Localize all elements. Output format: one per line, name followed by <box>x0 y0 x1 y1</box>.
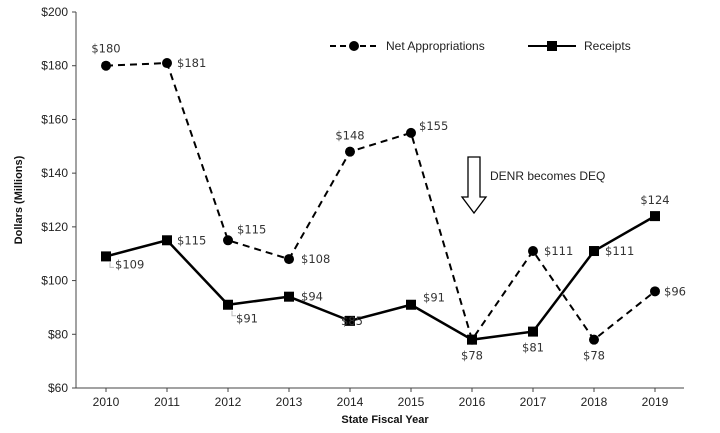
legend-marker <box>349 41 359 51</box>
y-tick-label: $200 <box>41 5 68 19</box>
data-point <box>650 286 660 297</box>
data-point <box>101 251 111 262</box>
data-label: $180 <box>91 42 120 56</box>
y-tick-label: $180 <box>41 59 68 73</box>
data-label: $124 <box>640 193 669 207</box>
x-tick-label: 2013 <box>276 395 303 409</box>
data-label: $78 <box>461 349 483 363</box>
data-point <box>345 146 355 157</box>
data-label: $109 <box>115 257 144 271</box>
data-point <box>345 315 355 326</box>
x-tick-label: 2010 <box>93 395 120 409</box>
data-label: $111 <box>605 244 634 258</box>
x-axis-title: State Fiscal Year <box>341 414 429 426</box>
x-tick-label: 2012 <box>215 395 242 409</box>
data-labels: $180 $181 $115 $108 $148 $155 $111 $78 $96 $109 $1… <box>91 42 686 363</box>
data-label: $155 <box>419 119 448 133</box>
data-point <box>406 127 416 138</box>
x-tick-label: 2017 <box>520 395 547 409</box>
x-tick-label: 2014 <box>337 395 364 409</box>
legend: Net Appropriations Receipts <box>330 39 631 53</box>
x-tick-label: 2016 <box>459 395 486 409</box>
data-label: $78 <box>583 349 605 363</box>
data-point <box>528 326 538 337</box>
data-label: $91 <box>423 291 445 305</box>
data-point <box>284 254 294 265</box>
y-tick-label: $140 <box>41 166 68 180</box>
data-label: $181 <box>177 56 206 70</box>
data-point <box>162 235 172 246</box>
axes: $60 $80 $100 $120 $140 $160 $180 $200 2010 2011 20… <box>13 5 684 426</box>
data-point <box>162 58 172 69</box>
annotation-text: DENR becomes DEQ <box>490 169 605 183</box>
data-label: $91 <box>236 312 258 326</box>
data-point <box>406 299 416 310</box>
data-label: $94 <box>301 290 323 304</box>
data-label: $115 <box>237 222 266 236</box>
x-tick-label: 2015 <box>398 395 425 409</box>
legend-label: Receipts <box>584 39 631 53</box>
y-tick-label: $60 <box>48 381 68 395</box>
y-tick-label: $100 <box>41 274 68 288</box>
data-point <box>467 334 477 345</box>
data-label: $111 <box>544 244 573 258</box>
series-line <box>105 215 656 341</box>
y-axis-title: Dollars (Millions) <box>13 155 25 244</box>
y-tick-label: $160 <box>41 112 68 126</box>
data-label: $96 <box>664 284 686 298</box>
legend-label: Net Appropriations <box>386 39 485 53</box>
annotation: DENR becomes DEQ <box>460 156 605 215</box>
data-label: $108 <box>301 252 330 266</box>
series-0 <box>101 58 660 345</box>
data-label: $85 <box>341 314 363 328</box>
data-point <box>223 235 233 246</box>
data-label: $115 <box>177 233 206 247</box>
data-point <box>650 211 660 222</box>
x-tick-label: 2018 <box>581 395 608 409</box>
legend-marker <box>547 41 557 51</box>
y-tick-label: $120 <box>41 220 68 234</box>
data-label: $148 <box>335 129 364 143</box>
x-tick-label: 2011 <box>154 395 180 409</box>
data-point <box>589 246 599 257</box>
data-point <box>284 291 294 302</box>
data-point <box>528 246 538 257</box>
data-label: $81 <box>522 341 544 355</box>
data-point <box>589 334 599 345</box>
series-1 <box>101 211 660 345</box>
data-point <box>223 299 233 310</box>
y-tick-label: $80 <box>48 327 68 341</box>
data-point <box>101 60 111 71</box>
label-leader <box>231 310 236 317</box>
label-leader <box>109 262 114 268</box>
down-arrow-icon <box>460 156 488 215</box>
series-layer <box>101 58 660 345</box>
x-tick-label: 2019 <box>642 395 669 409</box>
series-line <box>105 61 656 342</box>
